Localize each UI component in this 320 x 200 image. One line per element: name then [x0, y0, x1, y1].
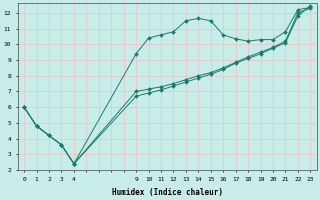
X-axis label: Humidex (Indice chaleur): Humidex (Indice chaleur) — [112, 188, 223, 197]
